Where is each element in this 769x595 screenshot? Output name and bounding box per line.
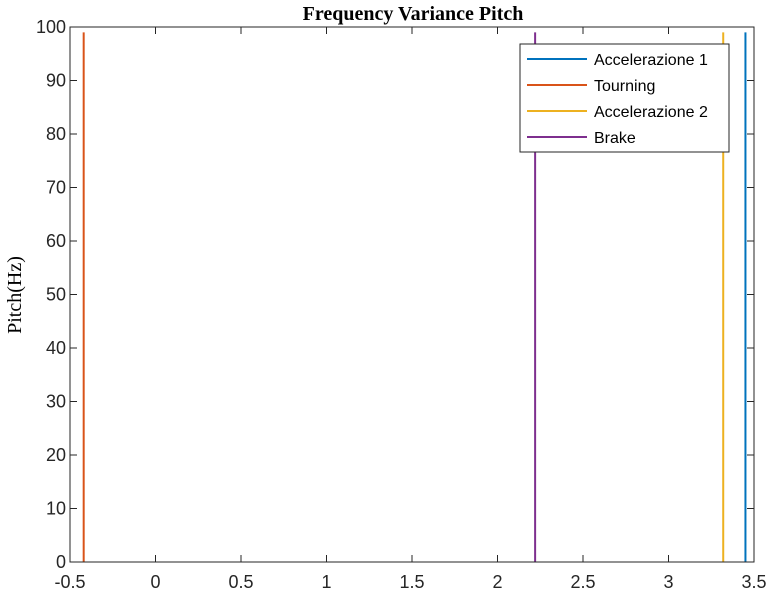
- legend-label: Accelerazione 1: [594, 52, 708, 69]
- y-tick-label: 80: [46, 124, 66, 144]
- legend-box: [519, 43, 730, 153]
- x-tick-label: 3: [663, 572, 673, 592]
- x-tick-label: 0: [150, 572, 160, 592]
- axes: -0.5 0 0.5 1 1.5 2 2.5 3 3.501020304050607080901…: [36, 17, 767, 592]
- x-tick-label: 1: [321, 572, 331, 592]
- legend-label: Tourning: [594, 78, 655, 95]
- y-axis-label: Pitch(Hz): [4, 256, 26, 334]
- y-tick-label: 60: [46, 231, 66, 251]
- chart-title: Frequency Variance Pitch: [303, 3, 524, 25]
- y-tick-label: 50: [46, 285, 66, 305]
- y-tick-label: 70: [46, 178, 66, 198]
- y-tick-label: 20: [46, 445, 66, 465]
- x-tick-label: 1.5: [399, 572, 424, 592]
- y-tick-label: 10: [46, 499, 66, 519]
- x-tick-label: 3.5: [741, 572, 766, 592]
- x-tick-label: 2: [492, 572, 502, 592]
- legend-label: Accelerazione 2: [594, 104, 708, 121]
- y-tick-label: 100: [36, 17, 66, 37]
- y-tick-label: 90: [46, 71, 66, 91]
- y-tick-label: 30: [46, 392, 66, 412]
- legend-label: Brake: [594, 130, 636, 147]
- x-tick-label: 0.5: [228, 572, 253, 592]
- legend: Accelerazione 1 Tourning Accelerazione 2 Br…: [519, 43, 730, 153]
- x-tick-label: 2.5: [570, 572, 595, 592]
- y-tick-label: 40: [46, 338, 66, 358]
- x-tick-label: -0.5: [54, 572, 85, 592]
- y-tick-label: 0: [56, 552, 66, 572]
